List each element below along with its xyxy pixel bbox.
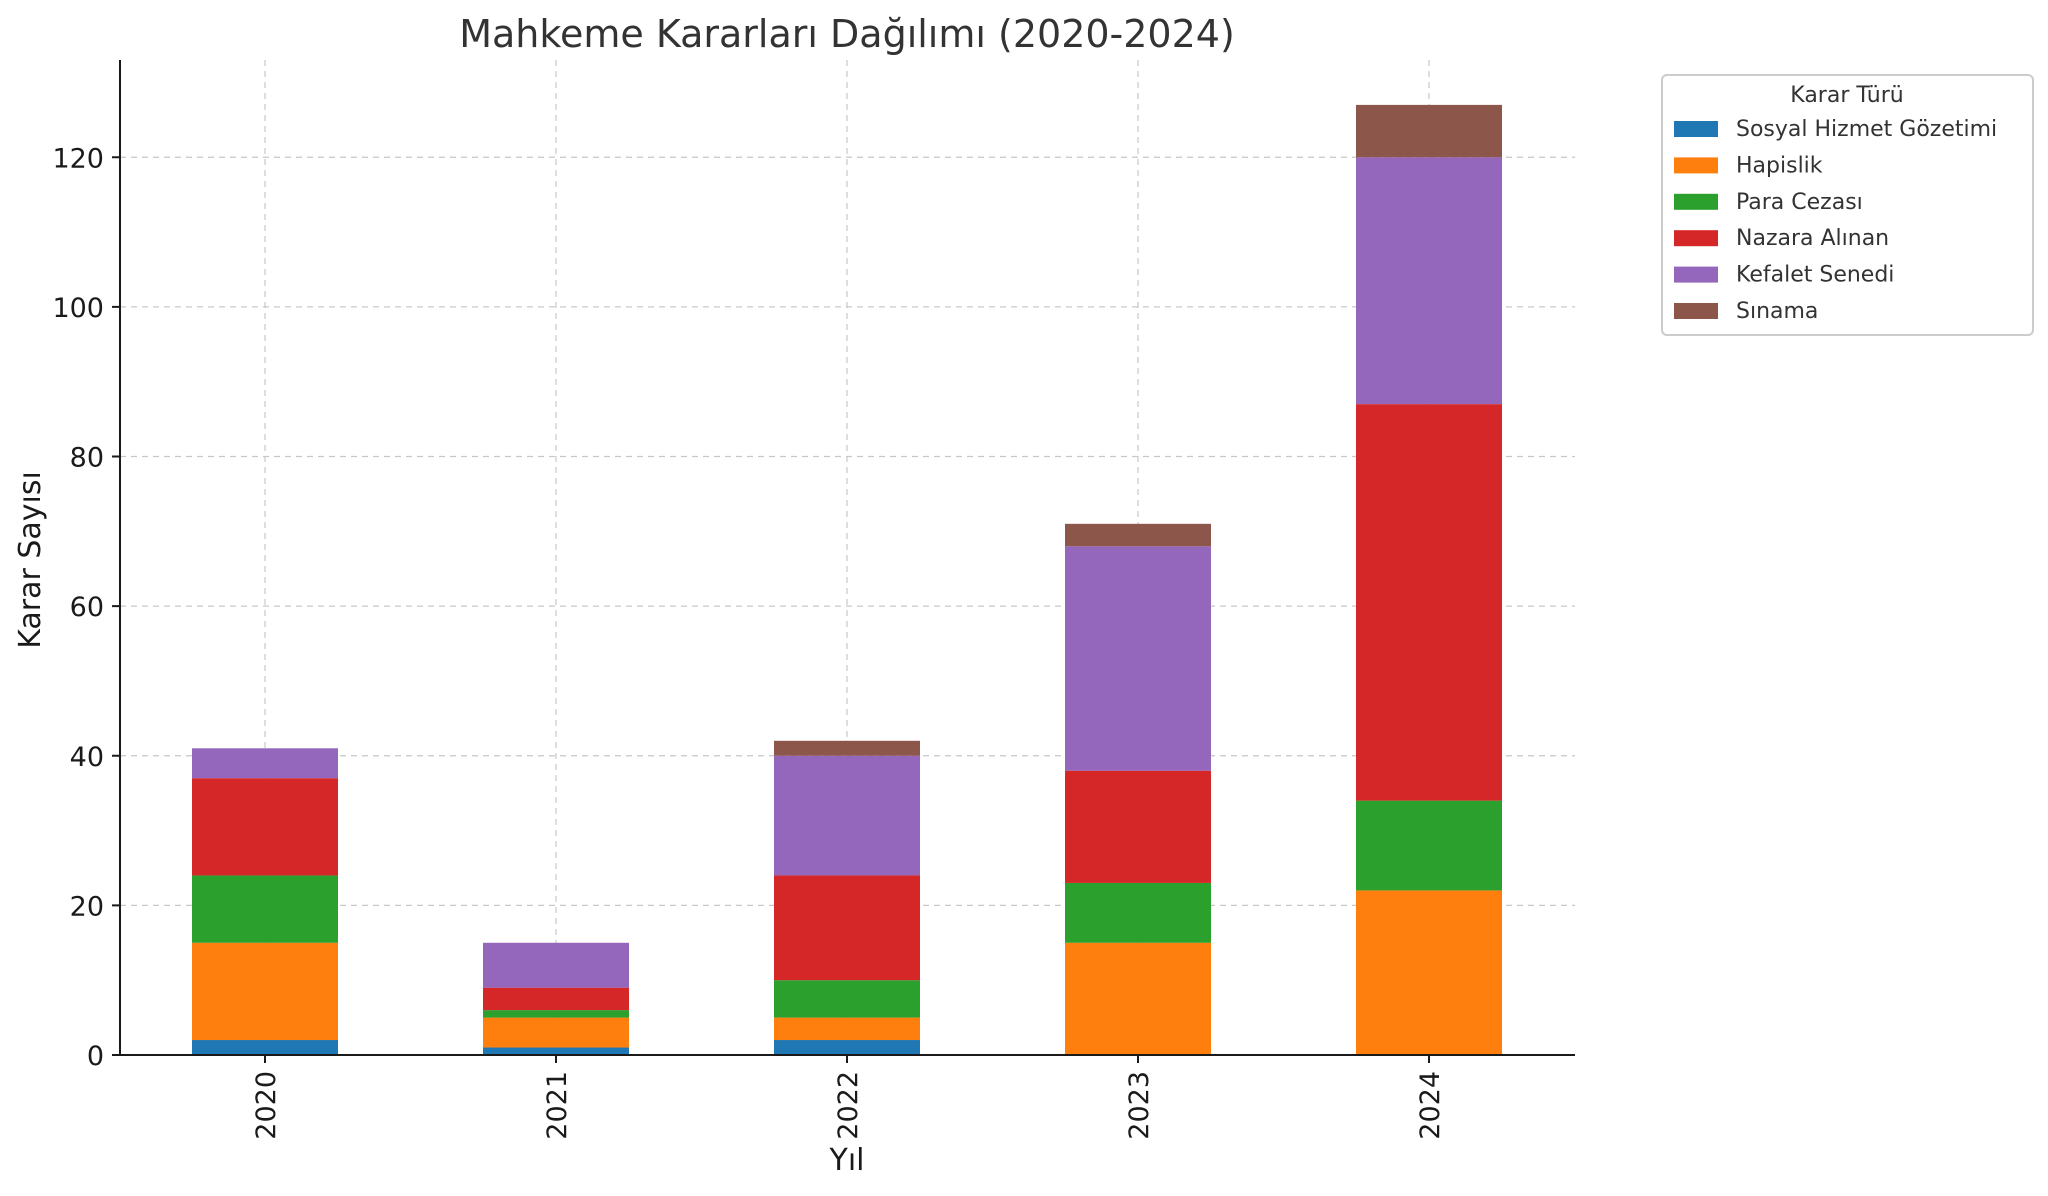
- chart-title: Mahkeme Kararları Dağılımı (2020-2024): [459, 12, 1235, 56]
- bar-segment: [774, 755, 920, 876]
- y-tick-label: 80: [70, 443, 104, 474]
- bar-segment: [192, 942, 338, 1041]
- legend-swatch: [1674, 303, 1718, 319]
- bar-segment: [483, 1047, 629, 1055]
- legend-swatch: [1674, 157, 1718, 174]
- bar-segment: [1065, 523, 1211, 547]
- legend-label: Hapislik: [1736, 153, 1823, 178]
- bar-segment: [192, 748, 338, 779]
- bar-segment: [774, 980, 920, 1018]
- bar-segment: [192, 1040, 338, 1055]
- legend-swatch: [1674, 230, 1718, 247]
- bar-segment: [483, 987, 629, 1011]
- x-tick-label: 2024: [1415, 1071, 1446, 1140]
- x-tick-label: 2021: [542, 1071, 573, 1140]
- legend-label: Para Cezası: [1736, 190, 1863, 215]
- legend-label: Sosyal Hizmet Gözetimi: [1736, 117, 1997, 142]
- bar-segment: [774, 1017, 920, 1041]
- bar-segment: [1356, 157, 1502, 405]
- bar-segment: [192, 778, 338, 876]
- y-tick-label: 60: [70, 592, 104, 623]
- bar-segment: [774, 875, 920, 981]
- legend-swatch: [1674, 266, 1718, 283]
- y-tick-label: 120: [52, 143, 104, 174]
- bar-segment: [1065, 942, 1211, 1055]
- bar-segment: [483, 1010, 629, 1018]
- bar-segment: [1356, 890, 1502, 1055]
- x-tick-label: 2020: [251, 1071, 282, 1140]
- legend-box: [1661, 74, 2034, 336]
- y-tick-label: 40: [70, 742, 104, 773]
- x-tick-label: 2022: [833, 1071, 864, 1140]
- legend-label: Nazara Alınan: [1736, 226, 1889, 251]
- bar-segment: [774, 1040, 920, 1055]
- legend-swatch: [1674, 193, 1718, 210]
- bar-segment: [483, 1017, 629, 1048]
- bar-segment: [1356, 800, 1502, 891]
- legend: Karar Türü Sosyal Hizmet Gözetimi Hapisli…: [1661, 74, 2034, 336]
- axes: 0 20 40 60 80 100 120 2020 2021 2022 2023 2024: [52, 60, 1575, 1140]
- bar-segment: [192, 875, 338, 943]
- bar-segment: [1356, 104, 1502, 158]
- bar-segment: [1065, 546, 1211, 771]
- x-axis-label: Yıl: [829, 1143, 865, 1178]
- y-tick-label: 20: [70, 891, 104, 922]
- legend-label: Sınama: [1736, 299, 1818, 324]
- bar-segment: [1065, 882, 1211, 943]
- legend-items: Sosyal Hizmet Gözetimi Hapislik Para Cezas…: [1674, 117, 1997, 324]
- legend-title: Karar Türü: [1790, 83, 1903, 108]
- y-tick-label: 0: [87, 1041, 104, 1072]
- y-axis-label: Karar Sayısı: [13, 471, 48, 649]
- bar-segment: [1356, 404, 1502, 801]
- bar-segment: [483, 942, 629, 988]
- x-tick-label: 2023: [1124, 1071, 1155, 1140]
- bar-segment: [774, 740, 920, 756]
- bar-segment: [1065, 770, 1211, 883]
- legend-label: Kefalet Senedi: [1736, 263, 1894, 288]
- y-tick-label: 100: [52, 293, 104, 324]
- legend-swatch: [1674, 121, 1718, 137]
- bars: [192, 104, 1502, 1055]
